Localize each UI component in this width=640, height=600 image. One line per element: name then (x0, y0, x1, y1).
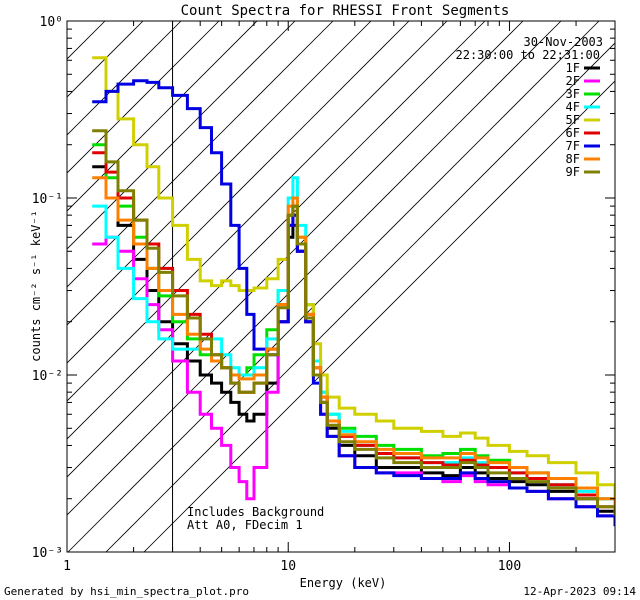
chart-title: Count Spectra for RHESSI Front Segments (181, 3, 510, 19)
y-tick-label: 10⁻³ (32, 546, 63, 561)
axes: 1 10 100 10⁰ 10⁻¹ 10⁻² 10⁻³ (32, 15, 616, 574)
series-layer (92, 56, 615, 527)
x-tick-label: 100 (498, 559, 521, 574)
legend-label-3F: 3F (566, 87, 580, 101)
legend-label-7F: 7F (566, 139, 580, 153)
series-line-9F (92, 129, 615, 516)
y-tick-label: 10⁻² (32, 369, 63, 384)
legend-label-4F: 4F (566, 100, 580, 114)
legend-label-8F: 8F (566, 152, 580, 166)
legend-label-6F: 6F (566, 126, 580, 140)
y-tick-label: 10⁰ (40, 15, 63, 30)
annotation-attenuator: Att A0, FDecim 1 (187, 518, 303, 532)
x-tick-label: 10 (280, 559, 296, 574)
annotation-background: Includes Background (187, 505, 324, 519)
legend-label-5F: 5F (566, 113, 580, 127)
legend-label-1F: 1F (566, 61, 580, 75)
y-tick-label: 10⁻¹ (32, 192, 63, 207)
time-range-label: 22:30:00 to 22:31:00 (456, 48, 601, 62)
x-axis-label: Energy (keV) (300, 576, 387, 590)
legend-label-2F: 2F (566, 74, 580, 88)
generated-by-label: Generated by hsi_min_spectra_plot.pro (4, 585, 249, 598)
series-line-7F (92, 79, 615, 527)
plot-frame (66, 20, 616, 553)
date-label: 30-Nov-2003 (524, 35, 603, 49)
timestamp-label: 12-Apr-2023 09:14 (523, 585, 636, 598)
y-axis-label: counts cm⁻² s⁻¹ keV⁻¹ (29, 210, 43, 362)
x-tick-label: 1 (63, 559, 71, 574)
legend-label-9F: 9F (566, 165, 580, 179)
